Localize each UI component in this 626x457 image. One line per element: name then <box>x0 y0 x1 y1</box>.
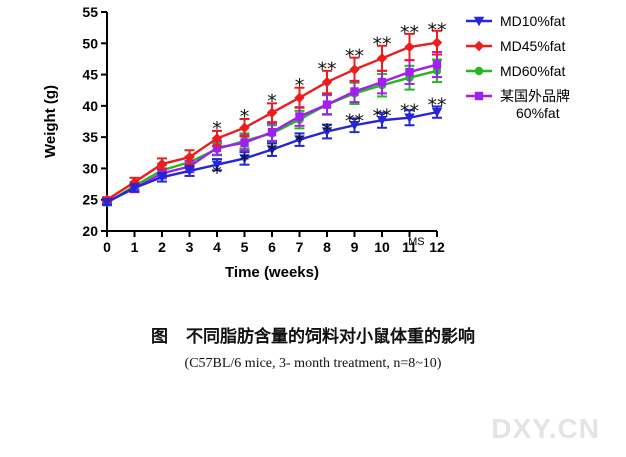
significance-marker: * <box>267 91 277 113</box>
legend-marker <box>473 40 485 52</box>
data-point <box>129 183 140 194</box>
x-tick-label: 2 <box>158 239 166 255</box>
significance-marker: * <box>212 163 222 185</box>
data-point <box>294 92 305 103</box>
data-point <box>377 77 387 87</box>
y-tick-label: 55 <box>82 4 98 20</box>
significance-marker: ** <box>428 19 447 41</box>
data-point <box>212 143 222 152</box>
x-tick-label: 9 <box>351 239 359 255</box>
x-tick-label: 7 <box>296 239 304 255</box>
legend-marker <box>473 16 485 27</box>
data-point <box>294 135 305 145</box>
data-point <box>321 127 333 137</box>
significance-marker: ** <box>318 59 337 81</box>
data-point <box>432 60 442 69</box>
data-point <box>156 172 168 183</box>
data-point <box>376 53 388 64</box>
significance-marker: ** <box>345 111 364 133</box>
x-axis-title: Time (weeks) <box>225 264 319 281</box>
data-point <box>240 138 249 147</box>
series-4 <box>102 51 442 206</box>
legend-marker <box>474 91 484 101</box>
significance-marker: * <box>212 118 222 140</box>
data-point <box>184 166 195 177</box>
data-point <box>267 127 277 137</box>
y-tick-label: 45 <box>82 67 98 83</box>
significance-marker: ** <box>345 46 364 68</box>
significance-marker: * <box>240 106 250 128</box>
x-tick-label: 8 <box>323 239 331 255</box>
significance-marker: * <box>295 75 305 97</box>
y-tick-label: 30 <box>82 160 98 176</box>
data-point <box>321 76 333 88</box>
y-tick-label: 25 <box>82 192 98 208</box>
significance-marker: * <box>240 150 250 172</box>
legend-label: MD45%fat <box>500 38 565 54</box>
legend-label: MD10%fat <box>500 13 565 29</box>
figure-subtitle: (C57BL/6 mice, 3- month treatment, n=8~1… <box>184 356 442 371</box>
figure-title: 不同脂肪含量的饲料对小鼠体重的影响 <box>186 327 475 347</box>
data-point <box>322 100 332 109</box>
y-axis-title: Weight (g) <box>42 85 59 158</box>
data-point <box>156 158 168 170</box>
x-tick-label: 3 <box>186 239 194 255</box>
y-tick-label: 50 <box>82 35 98 51</box>
x-tick-label: 4 <box>213 239 221 255</box>
data-point <box>239 154 250 164</box>
x-tick-label: 11 <box>402 239 417 255</box>
x-tick-label: 1 <box>131 239 139 255</box>
significance-marker: * <box>295 131 305 153</box>
figure-label: 图 <box>151 327 168 347</box>
legend-label: MD60%fat <box>500 63 565 79</box>
significance-marker: ** <box>400 101 419 123</box>
legend-label: 某国外品牌 60%fat <box>500 88 570 121</box>
data-point <box>349 64 360 75</box>
y-tick-label: 40 <box>82 98 98 114</box>
data-point <box>431 107 443 118</box>
data-point <box>405 67 414 77</box>
data-point <box>350 87 359 96</box>
significance-marker: ** <box>373 106 392 128</box>
x-tick-label: 5 <box>241 239 249 255</box>
significance-marker: ** <box>400 22 419 44</box>
data-point <box>239 122 250 133</box>
y-tick-label: 20 <box>82 223 98 239</box>
significance-marker: ** <box>428 94 447 116</box>
significance-marker: * <box>267 141 277 163</box>
x-tick-label: 12 <box>429 239 445 255</box>
significance-marker: ** <box>373 34 392 56</box>
x-tick-label: 10 <box>374 239 390 255</box>
legend: MD10%fat MD45%fat MD60%fat 某国外品牌 60%fat <box>466 13 570 121</box>
data-point <box>431 37 443 48</box>
series-1 <box>101 105 443 208</box>
data-point <box>211 160 223 170</box>
data-point <box>184 151 195 163</box>
ms-label: MS <box>408 236 425 248</box>
data-point <box>211 133 223 144</box>
x-tick-label: 6 <box>268 239 276 255</box>
x-tick-label: 0 <box>103 239 111 255</box>
data-point <box>404 41 415 53</box>
significance-marker: * <box>322 120 332 142</box>
figure-caption: 图不同脂肪含量的饲料对小鼠体重的影响 <box>0 322 626 347</box>
data-point <box>349 121 360 131</box>
data-point <box>101 198 113 208</box>
data-point <box>295 112 304 121</box>
data-point <box>266 145 278 155</box>
legend-marker <box>474 66 484 76</box>
data-point <box>404 113 415 123</box>
y-tick-label: 35 <box>82 129 98 145</box>
watermark: DXY.CN <box>491 413 600 444</box>
data-point <box>376 116 388 126</box>
data-point <box>266 107 278 118</box>
